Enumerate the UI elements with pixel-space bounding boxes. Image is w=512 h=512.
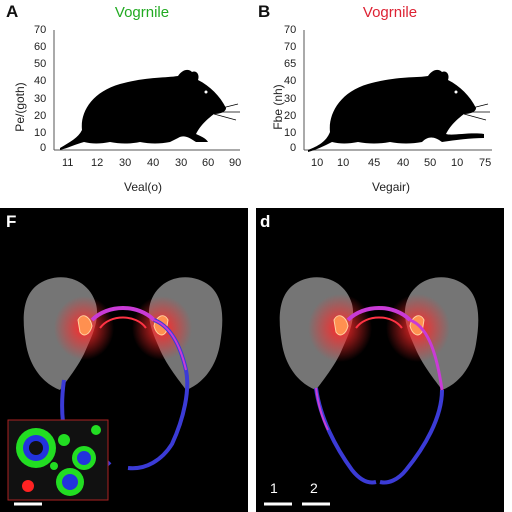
panel-a-xlabel: Veal(o) [124,180,163,194]
panel-b-ytick: 10 [284,127,297,139]
panel-a-ytick: 30 [34,93,47,105]
panel-a-ytick: 70 [34,24,47,36]
panel-b-plot [303,30,492,152]
panel-a-ytick: 40 [34,75,47,87]
panel-b-xtick: 40 [397,157,410,169]
panel-b-ytick: 20 [284,110,297,122]
panel-a-xtick: 30 [175,157,188,169]
panel-b-xtick: 45 [368,157,381,169]
panel-a-ytick: 50 [34,58,47,70]
panel-b-ytick: 65 [284,58,297,70]
panel-b-xtick: 10 [337,157,350,169]
inset-micrograph [7,419,109,501]
panel-a-xtick: 90 [229,157,242,169]
panel-a-letter: A [6,2,19,21]
mouse-silhouette-icon [60,69,240,150]
panel-a: A Vogrnile Pe/(goth) 70 60 50 40 30 20 1… [0,0,256,205]
scale-label: 2 [310,480,318,496]
panel-a-xtick: 30 [119,157,132,169]
panel-a-xtick: 60 [202,157,215,169]
panel-b: B Vogrnile Fbe (nh) 70 70 65 40 30 20 10… [256,0,512,205]
panel-f-image [7,277,223,506]
panel-b-ytick: 40 [284,75,297,87]
panel-d-letter: d [260,212,271,231]
panel-a-xtick: 12 [91,157,104,169]
panel-b-xtick: 10 [311,157,324,169]
panel-b-ytick: 0 [290,142,297,154]
organ-pair-icon [23,277,223,390]
panel-a-ytick: 10 [34,127,47,139]
panel-a-title: Vogrnile [114,4,170,21]
organ-pair-icon [279,277,479,390]
panel-d-image [264,277,479,506]
panel-b-title: Vogrnile [362,4,418,21]
panel-b-xtick: 10 [451,157,464,169]
vessel-loop-icon [314,306,444,485]
panel-f-letter: F [6,212,17,231]
panel-a-plot [53,30,240,151]
panel-d: d 1 2 [256,208,504,512]
panel-b-xlabel: Vegair) [372,180,411,194]
panel-a-ytick: 20 [34,110,47,122]
panel-a-ytick: 0 [40,142,47,154]
panel-a-xtick: 11 [62,157,74,169]
panel-b-letter: B [258,2,271,21]
panel-b-ytick: 70 [284,41,297,53]
panel-b-ytick: 70 [284,24,297,36]
mouse-silhouette-icon [308,69,490,152]
panel-a-ytick: 60 [34,41,47,53]
panel-f: F [0,208,248,512]
scale-label: 1 [270,480,278,496]
panel-b-ytick: 30 [284,93,297,105]
panel-a-xtick: 40 [147,157,160,169]
panel-b-xtick: 75 [479,157,492,169]
panel-b-xtick: 50 [424,157,437,169]
